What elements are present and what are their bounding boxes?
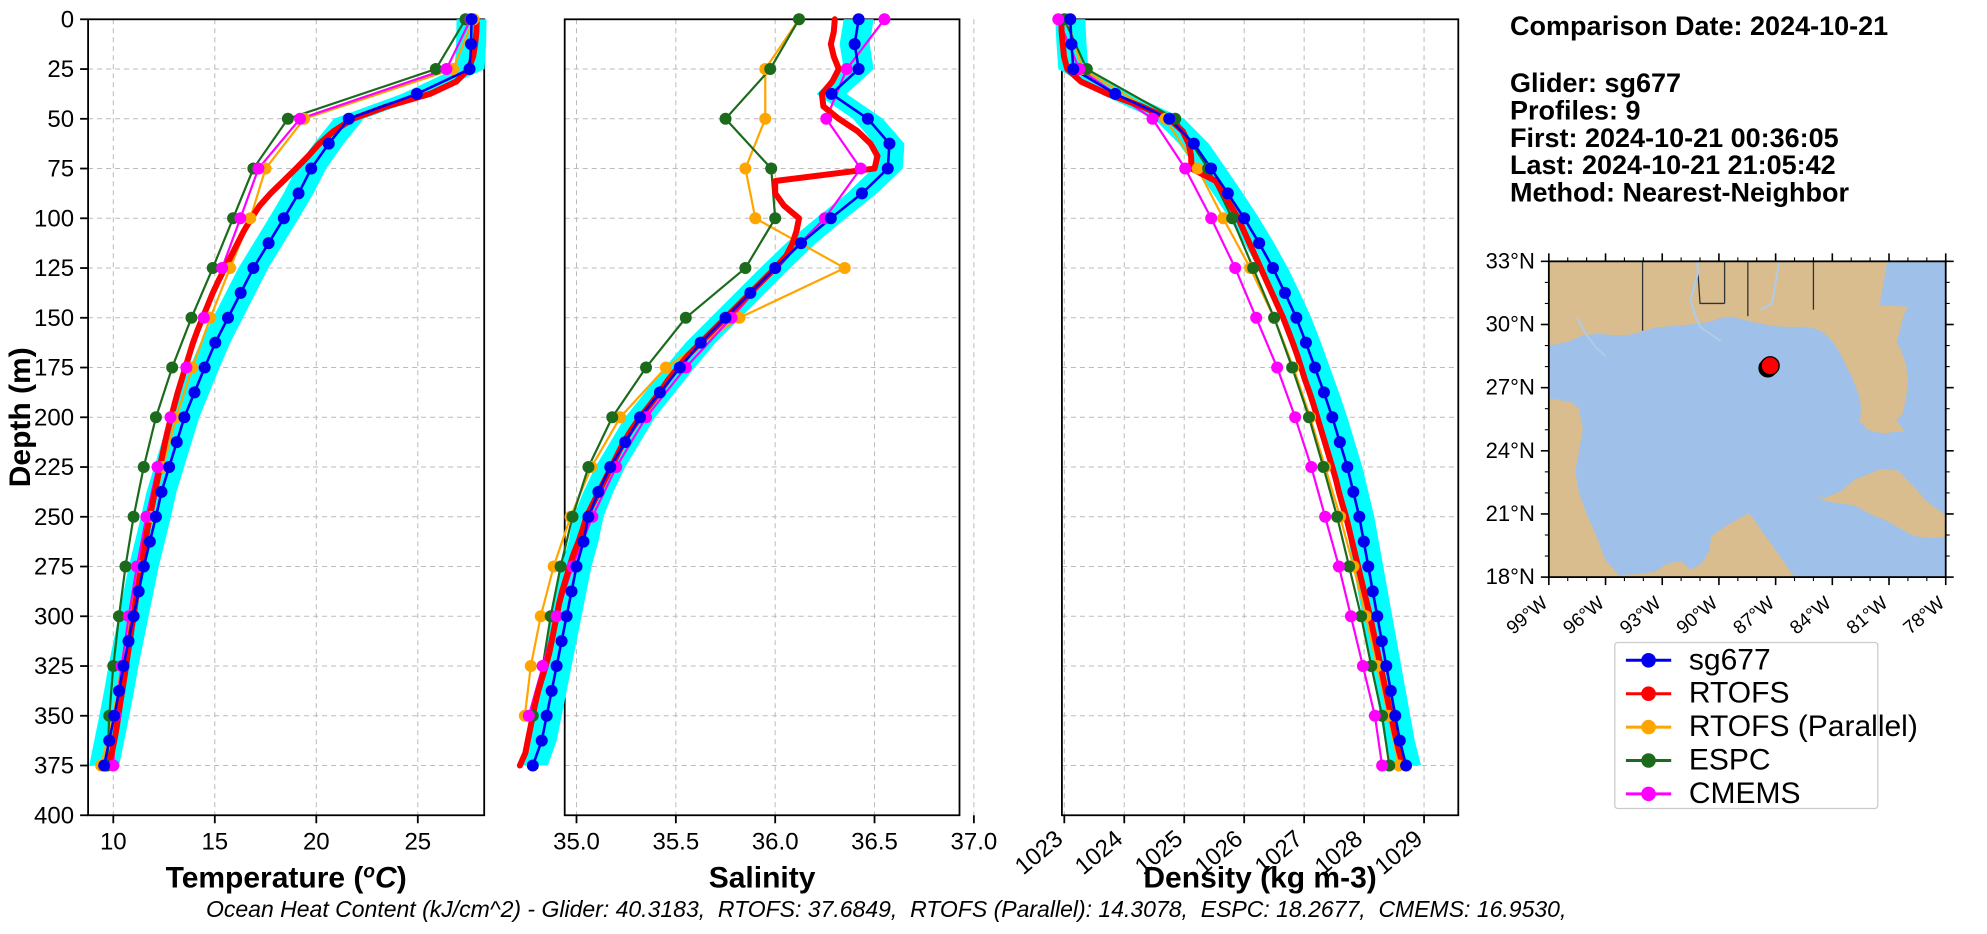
svg-text:400: 400 (34, 802, 74, 829)
svg-text:300: 300 (34, 603, 74, 630)
svg-text:375: 375 (34, 753, 74, 780)
svg-text:RTOFS (Parallel): RTOFS (Parallel) (1689, 710, 1918, 743)
svg-text:RTOFS: RTOFS (1689, 677, 1790, 710)
svg-text:sg677: sg677 (1689, 643, 1771, 676)
svg-text:Last: 2024-10-21 21:05:42: Last: 2024-10-21 21:05:42 (1510, 150, 1836, 180)
svg-text:36.0: 36.0 (752, 828, 799, 855)
svg-text:100: 100 (34, 205, 74, 232)
svg-text:250: 250 (34, 504, 74, 531)
svg-text:18°N: 18°N (1486, 564, 1535, 589)
svg-text:20: 20 (303, 828, 330, 855)
svg-text:Profiles: 9: Profiles: 9 (1510, 95, 1641, 125)
svg-text:27°N: 27°N (1486, 375, 1535, 400)
svg-text:36.5: 36.5 (851, 828, 898, 855)
svg-text:10: 10 (100, 828, 127, 855)
svg-text:Comparison Date: 2024-10-21: Comparison Date: 2024-10-21 (1510, 11, 1888, 41)
svg-text:35.5: 35.5 (652, 828, 699, 855)
svg-text:Method: Nearest-Neighbor: Method: Nearest-Neighbor (1510, 178, 1850, 208)
svg-text:0: 0 (61, 6, 74, 33)
svg-text:Density (kg m-3): Density (kg m-3) (1143, 861, 1376, 894)
svg-text:Ocean Heat Content (kJ/cm^2) -: Ocean Heat Content (kJ/cm^2) - Glider: 4… (206, 896, 1566, 922)
svg-text:25: 25 (47, 56, 74, 83)
svg-text:Depth (m): Depth (m) (4, 347, 37, 487)
svg-text:50: 50 (47, 106, 74, 133)
svg-text:First: 2024-10-21 00:36:05: First: 2024-10-21 00:36:05 (1510, 123, 1839, 153)
svg-text:33°N: 33°N (1486, 248, 1535, 273)
svg-text:125: 125 (34, 255, 74, 282)
svg-text:200: 200 (34, 404, 74, 431)
svg-text:21°N: 21°N (1486, 501, 1535, 526)
svg-text:275: 275 (34, 554, 74, 581)
svg-text:Glider: sg677: Glider: sg677 (1510, 68, 1681, 98)
svg-text:325: 325 (34, 653, 74, 680)
svg-text:24°N: 24°N (1486, 438, 1535, 463)
svg-text:Salinity: Salinity (709, 861, 816, 894)
svg-text:175: 175 (34, 355, 74, 382)
svg-text:225: 225 (34, 454, 74, 481)
svg-text:150: 150 (34, 305, 74, 332)
svg-text:CMEMS: CMEMS (1689, 777, 1801, 810)
svg-text:15: 15 (201, 828, 228, 855)
svg-text:35.0: 35.0 (553, 828, 600, 855)
svg-text:ESPC: ESPC (1689, 744, 1771, 777)
svg-text:75: 75 (47, 156, 74, 183)
svg-text:37.0: 37.0 (951, 828, 998, 855)
svg-text:350: 350 (34, 703, 74, 730)
svg-text:30°N: 30°N (1486, 312, 1535, 337)
svg-text:25: 25 (404, 828, 431, 855)
